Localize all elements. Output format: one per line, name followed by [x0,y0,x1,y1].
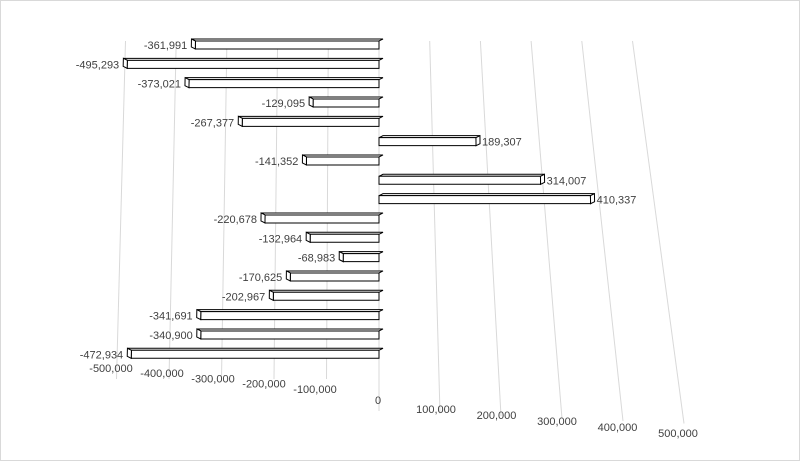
bar [196,308,384,321]
bar-end-face [338,250,344,263]
bar-front-face [200,330,380,340]
x-tick-label: 500,000 [658,428,698,440]
data-label: -373,021 [138,79,181,91]
gridline [221,40,228,380]
data-label: -132,964 [259,233,302,245]
gridline [326,40,329,380]
bar [184,76,384,89]
bar-end-face [539,173,546,186]
bar-front-face [342,253,380,263]
data-label: -68,983 [298,253,335,265]
x-tick-label: -300,000 [191,373,234,385]
bar [122,57,384,70]
data-label: -472,934 [80,349,123,361]
x-tick-label: -500,000 [89,363,132,375]
bar-end-face [196,328,202,340]
bar [126,347,384,360]
bar [305,231,384,244]
gridline [168,40,177,380]
gridline [632,40,685,424]
bar-end-face [268,289,274,302]
x-axis-tick-labels: -500,000 -400,000 -300,000 -200,000 -100,000… [89,363,698,440]
bar-end-face [122,57,128,70]
data-labels: -361,991 -495,293 -373,021 -129,095 -267,377… [76,40,637,361]
data-label: 189,307 [482,137,522,149]
bar [378,192,596,205]
x-tick-label: 200,000 [477,410,517,422]
bar-front-face [305,156,380,166]
bar-front-face [272,291,380,301]
bar [268,289,384,302]
data-label: -361,991 [144,40,187,52]
bar [338,250,384,263]
bars [122,38,596,360]
x-tick-label: 400,000 [598,422,638,434]
bar [301,154,384,166]
bar-front-face [312,98,380,108]
bar-front-face [241,117,380,127]
x-tick-label: -400,000 [140,368,183,380]
bar-front-face [188,79,380,89]
data-label: -129,095 [262,98,305,110]
bar-front-face [130,349,380,359]
bar-end-face [190,38,196,50]
gridline [581,40,624,422]
bar [237,115,384,128]
data-label: -220,678 [214,214,257,226]
bar-end-face [285,270,291,282]
bar-front-face [378,195,592,205]
x-tick-label: -100,000 [293,384,336,396]
data-label: -170,625 [239,272,282,284]
bar-front-face [200,311,380,321]
bar-end-face [184,76,190,89]
bar [378,134,481,147]
gridline [530,40,563,419]
bar-front-face [126,59,380,69]
gridlines [116,40,685,424]
data-label: -267,377 [191,117,234,129]
bar-front-face [378,175,542,185]
bar-front-face [264,214,380,224]
bar-front-face [309,233,380,243]
data-label: -141,352 [255,156,298,168]
data-label: -341,691 [149,311,192,323]
x-tick-label: 300,000 [537,416,577,428]
bar [285,270,384,282]
bar [190,38,384,50]
bar [378,173,546,186]
bar-end-face [589,192,596,205]
data-label: -340,900 [149,330,192,342]
data-label: 314,007 [547,175,587,187]
bar-end-face [237,115,243,128]
bar-end-face [126,347,132,360]
data-label: -495,293 [76,59,119,71]
bar-end-face [308,96,314,108]
bar-front-face [194,40,380,50]
bar-end-face [196,308,202,321]
bar-end-face [301,154,307,166]
bar-end-face [260,212,266,224]
data-label: 410,337 [597,195,637,207]
gridline [479,40,502,417]
bar [308,96,384,108]
bar-front-face [378,137,477,147]
bar [260,212,384,224]
data-label: -202,967 [222,291,265,303]
gridline [429,40,441,414]
gridline [273,40,279,380]
bar-front-face [289,272,380,282]
x-tick-label: 100,000 [416,404,456,416]
x-tick-label: -200,000 [242,379,285,391]
gridline [116,40,126,380]
bar-end-face [475,134,481,147]
bar-end-face [305,231,311,244]
bar [196,328,384,340]
x-tick-label: 0 [375,395,381,407]
